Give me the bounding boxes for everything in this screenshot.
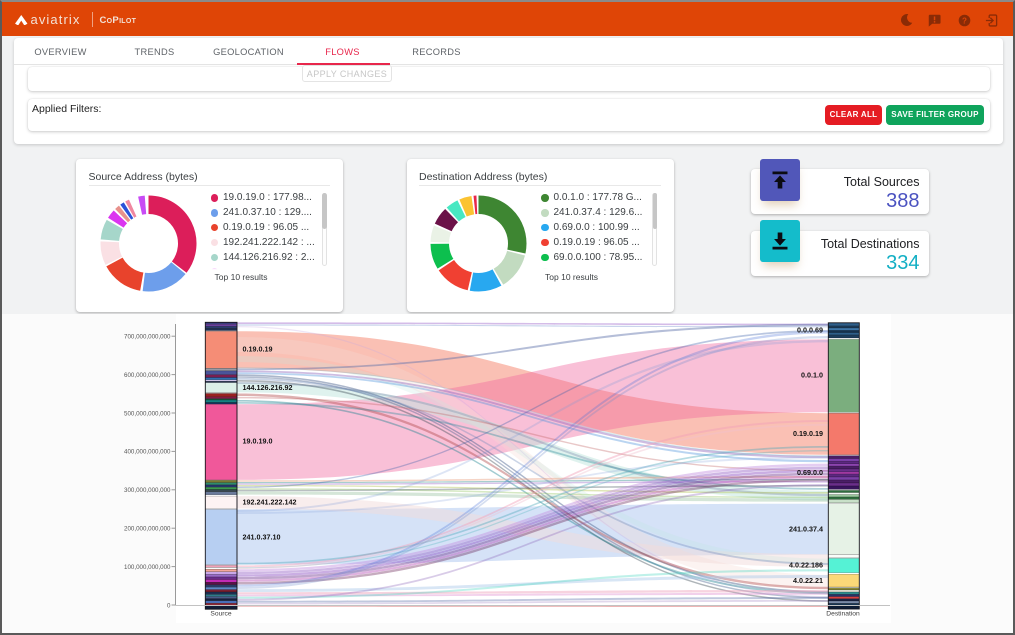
svg-text:0: 0: [167, 602, 171, 609]
svg-text:200,000,000,000: 200,000,000,000: [124, 526, 171, 533]
svg-text:192.241.222.142: 192.241.222.142: [243, 498, 297, 507]
svg-text:500,000,000,000: 500,000,000,000: [124, 410, 171, 417]
svg-text:241.0.37.4: 241.0.37.4: [789, 524, 823, 533]
svg-text:241.0.37.10: 241.0.37.10: [243, 533, 281, 542]
svg-text:19.0.19.0: 19.0.19.0: [243, 436, 273, 445]
svg-text:0.19.0.19: 0.19.0.19: [793, 429, 823, 438]
svg-text:400,000,000,000: 400,000,000,000: [124, 449, 171, 456]
svg-text:4.0.22.186: 4.0.22.186: [789, 561, 823, 570]
svg-text:4.0.22.21: 4.0.22.21: [793, 576, 823, 585]
svg-text:600,000,000,000: 600,000,000,000: [124, 372, 171, 379]
svg-text:300,000,000,000: 300,000,000,000: [124, 487, 171, 494]
svg-text:?: ?: [962, 16, 967, 25]
svg-text:0.69.0.0: 0.69.0.0: [797, 468, 823, 477]
svg-text:144.126.216.92: 144.126.216.92: [243, 383, 293, 392]
svg-text:700,000,000,000: 700,000,000,000: [124, 334, 171, 341]
svg-text:0.0.0.69: 0.0.0.69: [797, 325, 823, 334]
svg-text:Source: Source: [210, 611, 231, 618]
svg-text:0.0.1.0: 0.0.1.0: [801, 371, 823, 380]
svg-text:0.19.0.19: 0.19.0.19: [243, 345, 273, 354]
svg-text:100,000,000,000: 100,000,000,000: [124, 564, 171, 571]
svg-text:Destination: Destination: [826, 611, 860, 618]
